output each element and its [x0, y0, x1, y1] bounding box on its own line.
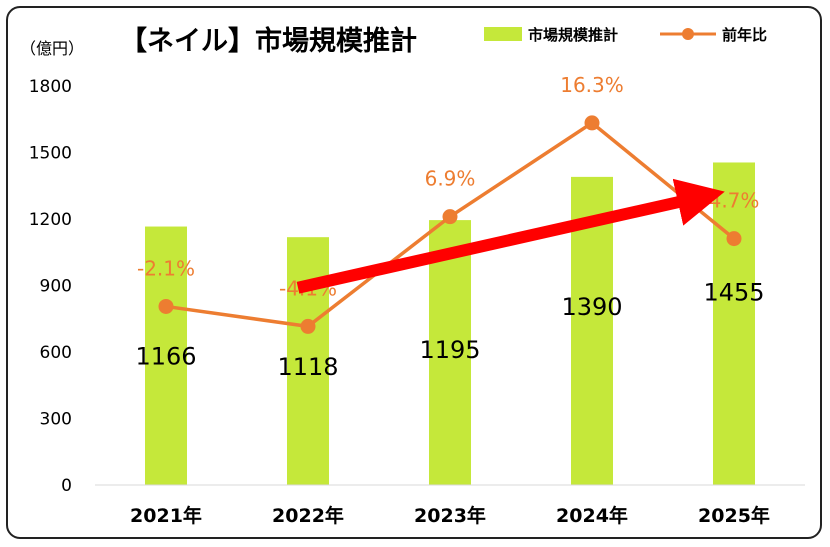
line-data-labels: -2.1%-4.1%6.9%16.3%4.7%	[137, 73, 759, 300]
legend: 市場規模推計 前年比	[484, 26, 767, 44]
line-series	[158, 115, 742, 334]
y-tick-label: 1200	[29, 210, 72, 230]
bar	[145, 226, 187, 485]
y-tick-label: 0	[61, 476, 72, 496]
y-axis-unit-label: （億円）	[20, 39, 84, 58]
y-tick-label: 300	[40, 410, 72, 430]
x-axis: 2021年 2022年 2023年 2024年 2025年	[130, 504, 770, 527]
trend-arrow	[296, 178, 725, 294]
line-value-label: 6.9%	[425, 167, 476, 191]
line-marker	[300, 318, 316, 334]
line-marker	[442, 209, 458, 225]
bar-value-label: 1118	[277, 353, 338, 381]
y-axis: 0 300 600 900 1200 1500 1800	[29, 77, 72, 496]
y-tick-label: 1800	[29, 77, 72, 97]
line-value-label: 16.3%	[560, 73, 624, 97]
y-tick-label: 900	[40, 277, 72, 297]
bar-value-label: 1455	[703, 278, 764, 306]
line-marker	[726, 231, 742, 247]
x-tick-label: 2023年	[414, 504, 486, 527]
line-value-label: 4.7%	[709, 189, 760, 213]
line-value-label: -2.1%	[137, 256, 195, 280]
bar-value-label: 1195	[419, 336, 480, 364]
bar	[429, 220, 471, 485]
chart-frame	[6, 6, 822, 539]
chart-title: 【ネイル】市場規模推計	[120, 25, 417, 57]
bar-value-label: 1166	[135, 343, 196, 371]
x-tick-label: 2024年	[556, 504, 628, 527]
x-tick-label: 2022年	[272, 504, 344, 527]
legend-marker	[682, 28, 694, 40]
x-tick-label: 2025年	[698, 504, 770, 527]
y-tick-label: 1500	[29, 144, 72, 164]
legend-swatch-bar	[484, 27, 522, 41]
bar-data-labels: 1166 1118 1195 1390 1455	[135, 278, 764, 381]
line-marker	[158, 298, 174, 314]
y-tick-label: 600	[40, 343, 72, 363]
bar-value-label: 1390	[561, 293, 622, 321]
x-tick-label: 2021年	[130, 504, 202, 527]
legend-label-bar: 市場規模推計	[528, 26, 618, 44]
legend-label-line: 前年比	[722, 26, 767, 44]
line-marker	[584, 115, 600, 131]
